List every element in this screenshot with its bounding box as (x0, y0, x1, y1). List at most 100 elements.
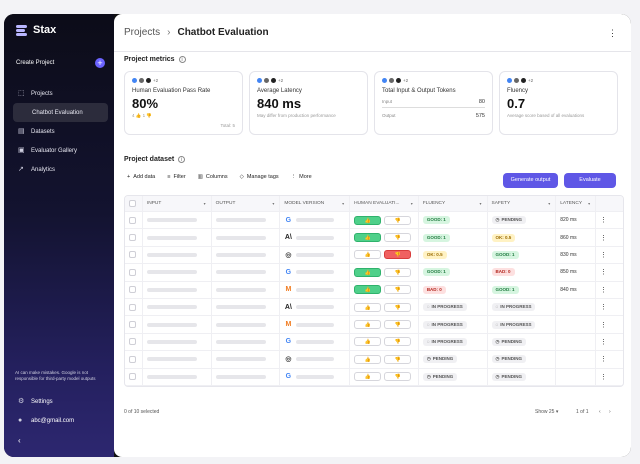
thumbs-down-icon[interactable]: 👎 (384, 285, 412, 295)
cell-output[interactable] (212, 351, 281, 368)
cell-safety[interactable]: ◌ IN PROGRESS (488, 298, 557, 316)
row-checkbox[interactable] (129, 251, 136, 259)
row-menu-icon[interactable]: ⋮ (600, 234, 608, 242)
row-menu-icon[interactable]: ⋮ (600, 217, 608, 225)
chevron-down-icon[interactable]: ▾ (588, 201, 591, 206)
cell-safety[interactable]: ◷ PENDING (488, 333, 557, 351)
metric-card-latency[interactable]: +2 Average Latency 840 ms May differ fro… (249, 71, 368, 135)
cell-fluency[interactable]: GOOD: 1 (419, 212, 488, 229)
cell-input[interactable] (143, 229, 212, 246)
cell-fluency[interactable]: ◌ IN PROGRESS (419, 333, 488, 351)
column-header[interactable]: INPUT ▾ (143, 196, 212, 211)
cell-output[interactable] (212, 316, 281, 333)
row-menu-icon[interactable]: ⋮ (600, 251, 608, 259)
cell-safety[interactable]: ◌ IN PROGRESS (488, 316, 557, 333)
cell-fluency[interactable]: GOOD: 1 (419, 264, 488, 281)
metric-card-fluency[interactable]: +2 Fluency 0.7 Average score based of al… (499, 71, 618, 135)
sidebar-item-evaluator-gallery[interactable]: ▣ Evaluator Gallery (4, 141, 114, 160)
cell-input[interactable] (143, 264, 212, 281)
row-menu-icon[interactable]: ⋮ (600, 321, 608, 329)
row-checkbox[interactable] (129, 286, 136, 294)
cell-model-version[interactable]: G (280, 264, 351, 281)
row-menu-icon[interactable]: ⋮ (600, 304, 608, 312)
cell-input[interactable] (143, 246, 212, 264)
row-menu-icon[interactable]: ⋮ (600, 356, 608, 364)
columns-button[interactable]: ▥ Columns (198, 174, 228, 180)
row-checkbox[interactable] (129, 338, 136, 346)
cell-output[interactable] (212, 281, 281, 298)
chevron-down-icon[interactable]: ▾ (410, 201, 413, 206)
thumbs-up-icon[interactable]: 👍 (354, 250, 382, 260)
thumbs-down-icon[interactable]: 👎 (384, 354, 412, 364)
cell-model-version[interactable]: G (280, 368, 351, 385)
table-row[interactable]: A\ 👍 👎 GOOD: 1 OK: 0.5 860 ms ⋮ (125, 229, 623, 247)
cell-safety[interactable]: ◷ PENDING (488, 351, 557, 368)
row-checkbox[interactable] (129, 234, 136, 242)
manage-tags-button[interactable]: ◇ Manage tags (240, 174, 279, 180)
cell-model-version[interactable]: M (280, 281, 351, 298)
cell-model-version[interactable]: ◎ (280, 351, 351, 368)
settings-button[interactable]: ⚙ Settings (18, 398, 53, 405)
cell-safety[interactable]: GOOD: 1 (488, 281, 557, 298)
metric-card-pass-rate[interactable]: +2 Human Evaluation Pass Rate 80% 4 👍 1 … (124, 71, 243, 135)
thumbs-up-icon[interactable]: 👍 (354, 233, 382, 243)
add-data-button[interactable]: + Add data (127, 174, 155, 180)
thumbs-up-icon[interactable]: 👍 (354, 285, 382, 295)
cell-output[interactable] (212, 229, 281, 246)
table-row[interactable]: ◎ 👍 👎 OK: 0.5 GOOD: 1 830 ms ⋮ (125, 246, 623, 265)
table-row[interactable]: M 👍 👎 BAD: 0 GOOD: 1 840 ms ⋮ (125, 281, 623, 299)
cell-input[interactable] (143, 333, 212, 351)
cell-model-version[interactable]: A\ (280, 229, 351, 246)
row-checkbox[interactable] (129, 216, 136, 224)
sidebar-item-analytics[interactable]: ↗ Analytics (4, 160, 114, 179)
cell-safety[interactable]: ◷ PENDING (488, 212, 557, 229)
table-row[interactable]: G 👍 👎 GOOD: 1 ◷ PENDING 820 ms ⋮ (125, 212, 623, 230)
column-header[interactable]: SAFETY ▾ (488, 196, 557, 211)
table-row[interactable]: G 👍 👎 ◷ PENDING ◷ PENDING ⋮ (125, 368, 623, 386)
chevron-down-icon[interactable]: ▾ (342, 201, 345, 206)
plus-icon[interactable]: + (95, 58, 105, 68)
row-menu-icon[interactable]: ⋮ (600, 338, 608, 346)
cell-output[interactable] (212, 264, 281, 281)
collapse-sidebar-button[interactable]: ‹ (18, 436, 21, 445)
info-icon[interactable]: i (178, 156, 186, 163)
chevron-down-icon[interactable]: ▾ (479, 201, 482, 206)
info-icon[interactable]: i (178, 56, 186, 63)
cell-model-version[interactable]: ◎ (280, 246, 351, 264)
cell-model-version[interactable]: G (280, 212, 351, 229)
sidebar-item-chatbot-evaluation[interactable]: Chatbot Evaluation (13, 103, 108, 122)
cell-fluency[interactable]: GOOD: 1 (419, 229, 488, 246)
sidebar-item-projects[interactable]: ⬚ Projects (4, 84, 114, 103)
thumbs-up-icon[interactable]: 👍 (354, 320, 382, 330)
cell-fluency[interactable]: ◌ IN PROGRESS (419, 298, 488, 316)
thumbs-down-icon[interactable]: 👎 (384, 233, 412, 243)
thumbs-down-icon[interactable]: 👎 (384, 320, 412, 330)
chevron-down-icon[interactable]: ▾ (203, 201, 206, 206)
thumbs-down-icon[interactable]: 👎 (384, 372, 412, 382)
thumbs-up-icon[interactable]: 👍 (354, 215, 382, 225)
row-menu-icon[interactable]: ⋮ (600, 286, 608, 294)
app-logo[interactable]: Stax (16, 24, 56, 36)
thumbs-up-icon[interactable]: 👍 (354, 302, 382, 312)
row-checkbox[interactable] (129, 268, 136, 276)
cell-fluency[interactable]: BAD: 0 (419, 281, 488, 298)
sidebar-item-datasets[interactable]: ▤ Datasets (4, 122, 114, 141)
cell-model-version[interactable]: G (280, 333, 351, 351)
chevron-down-icon[interactable]: ▾ (548, 201, 551, 206)
row-menu-icon[interactable]: ⋮ (600, 269, 608, 277)
generate-output-button[interactable]: Generate output (503, 173, 558, 188)
filter-button[interactable]: ≡ Filter (167, 174, 185, 180)
cell-fluency[interactable]: OK: 0.5 (419, 246, 488, 264)
thumbs-down-icon[interactable]: 👎 (384, 337, 412, 347)
thumbs-up-icon[interactable]: 👍 (354, 267, 382, 277)
thumbs-down-icon[interactable]: 👎 (384, 302, 412, 312)
table-row[interactable]: ◎ 👍 👎 ◷ PENDING ◷ PENDING ⋮ (125, 351, 623, 369)
select-all-checkbox[interactable] (129, 200, 136, 207)
thumbs-down-icon[interactable]: 👎 (384, 267, 412, 277)
cell-output[interactable] (212, 246, 281, 264)
cell-safety[interactable]: GOOD: 1 (488, 246, 557, 264)
column-header[interactable]: FLUENCY ▾ (419, 196, 488, 211)
table-row[interactable]: A\ 👍 👎 ◌ IN PROGRESS ◌ IN PROGRESS ⋮ (125, 298, 623, 317)
account-button[interactable]: ● abc@gmail.com (18, 417, 74, 424)
more-options-icon[interactable]: ⋮ (608, 28, 617, 38)
